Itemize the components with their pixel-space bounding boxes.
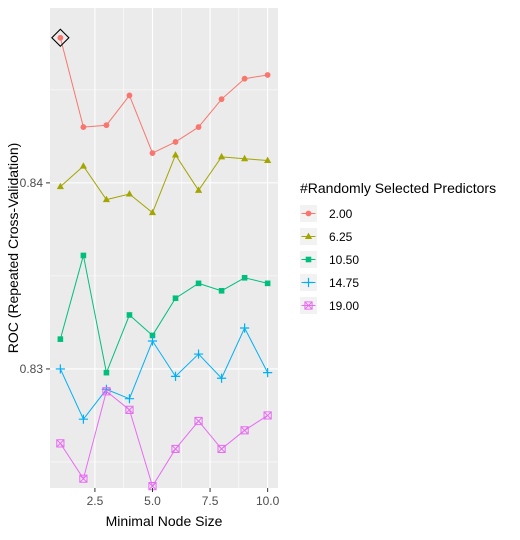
data-point xyxy=(218,287,225,294)
series-line xyxy=(59,390,268,488)
legend-item-14.75: 14.75 xyxy=(300,274,359,291)
series-line xyxy=(59,255,268,375)
data-point xyxy=(217,152,226,160)
data-point xyxy=(55,364,65,374)
data-point xyxy=(241,274,248,281)
legend-key-marker xyxy=(305,210,312,217)
data-point xyxy=(217,444,226,454)
data-point xyxy=(194,186,203,193)
data-point xyxy=(170,371,181,381)
series-10.50 xyxy=(57,252,271,376)
x-axis: 2.5 5.0 7.5 10.0 xyxy=(87,488,280,508)
data-point xyxy=(56,182,64,190)
data-point xyxy=(79,474,88,483)
data-point xyxy=(124,394,135,404)
legend-label: 14.75 xyxy=(329,276,359,290)
highlight-diamond-marker xyxy=(51,28,70,48)
data-point xyxy=(264,72,271,78)
legend: #Randomly Selected Predictors 2.00 6.25 10… xyxy=(300,180,496,314)
series-14.75 xyxy=(55,323,273,424)
x-tick-label: 2.5 xyxy=(87,494,104,508)
series-line xyxy=(59,326,269,421)
y-axis-title: ROC (Repeated Cross-Validation) xyxy=(5,143,21,354)
data-point xyxy=(218,96,225,103)
data-point xyxy=(102,387,111,396)
data-point xyxy=(57,336,64,342)
data-point xyxy=(149,150,156,157)
data-point xyxy=(147,336,158,346)
legend-title: #Randomly Selected Predictors xyxy=(300,180,496,196)
data-point xyxy=(149,332,156,339)
annotation-layer xyxy=(51,28,70,48)
series-6.25 xyxy=(56,151,272,216)
data-point xyxy=(264,156,272,164)
data-point xyxy=(195,124,202,130)
data-point xyxy=(148,482,157,491)
legend-item-10.50: 10.50 xyxy=(300,251,359,268)
legend-label: 10.50 xyxy=(329,253,359,267)
legend-label: 19.00 xyxy=(329,299,359,313)
data-point xyxy=(102,195,111,203)
data-point xyxy=(241,75,248,82)
data-point xyxy=(125,190,134,197)
series-line xyxy=(60,153,268,214)
x-tick-label: 7.5 xyxy=(202,494,219,508)
data-point xyxy=(148,208,157,216)
x-tick-label: 10.0 xyxy=(256,494,280,508)
data-point xyxy=(240,426,249,435)
x-tick-label: 5.0 xyxy=(144,494,161,508)
data-point xyxy=(125,405,134,414)
data-point xyxy=(171,444,180,454)
series-19.00 xyxy=(56,387,272,491)
data-point xyxy=(172,295,179,302)
data-point xyxy=(103,122,110,129)
data-point xyxy=(216,373,227,383)
legend-label: 6.25 xyxy=(329,230,353,244)
data-point xyxy=(80,252,87,259)
data-point xyxy=(241,154,249,162)
grid-lines xyxy=(50,8,278,488)
data-point xyxy=(264,280,271,287)
data-point xyxy=(172,139,179,145)
series-2.00 xyxy=(57,34,271,157)
y-tick-label: 0.83 xyxy=(20,362,44,376)
legend-item-6.25: 6.25 xyxy=(300,228,353,245)
data-point xyxy=(80,124,87,130)
data-point xyxy=(78,414,88,424)
legend-label: 2.00 xyxy=(329,207,353,221)
legend-item-19.00: 19.00 xyxy=(300,297,359,314)
data-point xyxy=(103,369,110,376)
data-point xyxy=(240,323,250,333)
y-tick-label: 0.84 xyxy=(20,176,44,190)
data-point xyxy=(263,368,273,378)
data-point xyxy=(263,411,272,420)
legend-item-2.00: 2.00 xyxy=(300,205,353,222)
x-axis-title: Minimal Node Size xyxy=(106,513,223,529)
legend-key-marker xyxy=(303,277,314,288)
legend-key-marker xyxy=(304,232,313,239)
data-point xyxy=(126,92,133,99)
data-point xyxy=(193,349,204,359)
plot-panel xyxy=(50,8,278,488)
data-point xyxy=(195,280,202,287)
data-point xyxy=(56,439,65,448)
y-axis: 0.83 0.84 xyxy=(20,176,50,376)
series-layer xyxy=(55,34,273,491)
legend-key-marker xyxy=(305,256,312,263)
legend-key-marker xyxy=(304,301,313,310)
data-point xyxy=(194,416,203,426)
data-point xyxy=(126,312,133,318)
data-point xyxy=(57,34,64,41)
data-point xyxy=(79,162,87,169)
series-line xyxy=(59,37,268,154)
data-point xyxy=(171,151,180,158)
